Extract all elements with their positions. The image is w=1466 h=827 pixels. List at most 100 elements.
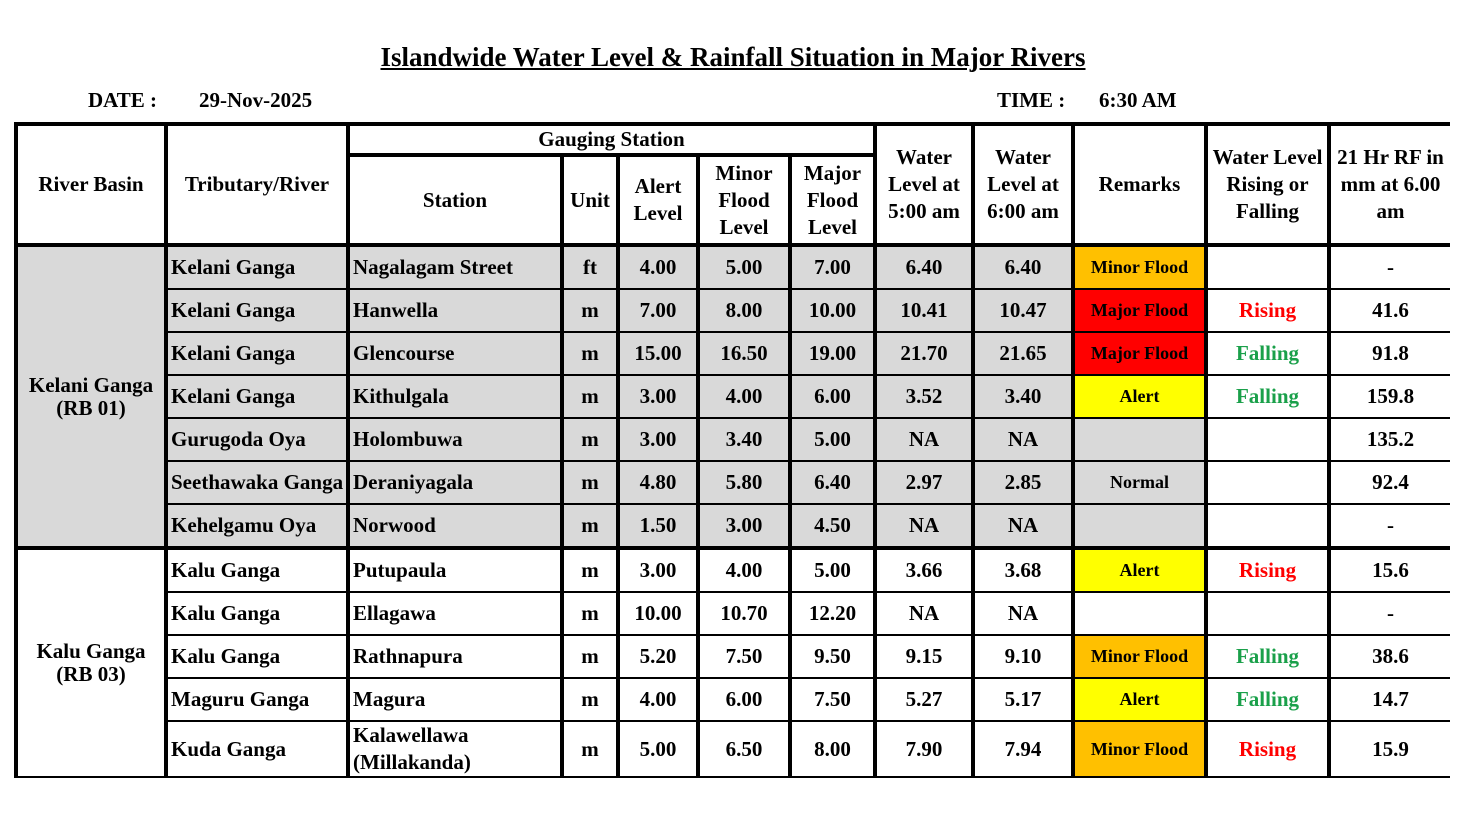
water-level-6am-cell: 10.47: [971, 288, 1074, 333]
page-title: Islandwide Water Level & Rainfall Situat…: [380, 42, 1086, 72]
alert-level-cell: 4.00: [616, 677, 699, 722]
tributary-cell: Kuda Ganga: [165, 720, 350, 778]
rainfall-cell: -: [1327, 591, 1450, 636]
time-value: 6:30 AM: [1099, 88, 1177, 112]
tributary-cell: Kalu Ganga: [165, 591, 350, 636]
rainfall-cell: 135.2: [1327, 417, 1450, 462]
water-level-6am-cell: 2.85: [971, 460, 1074, 505]
remarks-cell: Normal: [1071, 460, 1207, 505]
alert-level-cell: 4.80: [616, 460, 699, 505]
header-rf: 21 Hr RF in mm at 6.00 am: [1327, 123, 1450, 246]
remarks-cell: Alert: [1071, 677, 1207, 722]
major-flood-level-cell: 4.50: [788, 503, 876, 549]
unit-cell: m: [561, 720, 619, 778]
water-level-6am-cell: NA: [971, 591, 1074, 636]
alert-level-cell: 3.00: [616, 417, 699, 462]
rainfall-value: -: [1387, 601, 1394, 625]
minor-flood-level-cell: 5.00: [696, 244, 791, 290]
rainfall-cell: -: [1327, 244, 1450, 290]
rainfall-cell: 159.8: [1327, 374, 1450, 419]
station-cell: Kithulgala: [347, 374, 564, 419]
major-flood-level-cell: 6.00: [788, 374, 876, 419]
remarks-cell: [1071, 503, 1207, 549]
river-basin-code: (RB 03): [56, 662, 126, 686]
rainfall-value: 15.6: [1372, 558, 1409, 582]
table-row: Kelani Ganga Glencourse m 15.00 16.50 19.00 21…: [16, 331, 1450, 376]
water-level-5am-cell: 7.90: [873, 720, 974, 778]
major-flood-level-cell: 8.00: [788, 720, 876, 778]
trend-cell: Falling: [1204, 634, 1330, 679]
tributary-cell: Kalu Ganga: [165, 546, 350, 593]
tributary-cell: Kelani Ganga: [165, 374, 350, 419]
water-level-6am-cell: 3.68: [971, 546, 1074, 593]
minor-flood-level-cell: 4.00: [696, 546, 791, 593]
trend-cell: [1204, 244, 1330, 290]
alert-level-cell: 10.00: [616, 591, 699, 636]
table-row: Kalu Ganga (RB 03) Kalu Ganga Putupaula m 3.0…: [15, 546, 1450, 778]
table-row: Kalu Ganga Rathnapura m 5.20 7.50 9.50 9.15 9.1…: [16, 634, 1450, 679]
rainfall-value: 41.6: [1372, 298, 1409, 322]
header-remarks: Remarks: [1071, 123, 1207, 246]
station-cell: Glencourse: [347, 331, 564, 376]
unit-cell: m: [561, 677, 619, 722]
rainfall-value: 92.4: [1372, 470, 1409, 494]
trend-cell: Rising: [1204, 720, 1330, 778]
minor-flood-level-cell: 3.40: [696, 417, 791, 462]
rainfall-value: 15.9: [1372, 736, 1409, 761]
trend-cell: Rising: [1204, 288, 1330, 333]
station-cell: Kalawellawa (Millakanda): [347, 720, 564, 778]
minor-flood-level-cell: 6.50: [696, 720, 791, 778]
trend-cell: Falling: [1204, 677, 1330, 722]
header-tributary: Tributary/River: [165, 123, 350, 246]
station-cell: Norwood: [347, 503, 564, 549]
water-level-5am-cell: 10.41: [873, 288, 974, 333]
major-flood-level-cell: 7.50: [788, 677, 876, 722]
unit-cell: m: [561, 417, 619, 462]
rainfall-value: 159.8: [1366, 384, 1415, 408]
tributary-cell: Kelani Ganga: [165, 288, 350, 333]
river-basin-name: Kalu Ganga: [36, 639, 146, 663]
header-gauging-station: Gauging Station: [347, 123, 876, 157]
remarks-cell: [1071, 591, 1207, 636]
alert-level-cell: 5.00: [616, 720, 699, 778]
river-basin-cell: Kelani Ganga (RB 01): [15, 244, 168, 549]
major-flood-level-cell: 5.00: [788, 417, 876, 462]
trend-cell: [1204, 591, 1330, 636]
station-cell: Deraniyagala: [347, 460, 564, 505]
date-value: 29-Nov-2025: [199, 88, 313, 112]
station-cell: Nagalagam Street: [347, 244, 564, 290]
table-row: Seethawaka Ganga Deraniyagala m 4.80 5.80 6.4…: [16, 460, 1450, 505]
remarks-cell: Minor Flood: [1071, 634, 1207, 679]
minor-flood-level-cell: 3.00: [696, 503, 791, 549]
table-row: Kelani Ganga Kithulgala m 3.00 4.00 6.00 3.52 3…: [16, 374, 1450, 419]
alert-level-cell: 4.00: [616, 244, 699, 290]
unit-cell: m: [561, 591, 619, 636]
water-level-5am-cell: 3.52: [873, 374, 974, 419]
water-level-table: River Basin Tributary/River Gauging Stat…: [14, 122, 1450, 778]
station-cell: Rathnapura: [347, 634, 564, 679]
tributary-cell: Kelani Ganga: [165, 244, 350, 290]
water-level-6am-cell: 3.40: [971, 374, 1074, 419]
trend-cell: [1204, 503, 1330, 549]
rainfall-cell: 15.9: [1327, 720, 1450, 778]
unit-cell: m: [561, 374, 619, 419]
station-cell: Putupaula: [347, 546, 564, 593]
remarks-cell: Alert: [1071, 374, 1207, 419]
remarks-cell: Alert: [1071, 546, 1207, 593]
water-level-6am-cell: 9.10: [971, 634, 1074, 679]
water-level-5am-cell: 3.66: [873, 546, 974, 593]
water-level-5am-cell: 6.40: [873, 244, 974, 290]
major-flood-level-cell: 10.00: [788, 288, 876, 333]
header-station: Station: [347, 154, 564, 246]
trend-cell: Rising: [1204, 546, 1330, 593]
remarks-cell: [1071, 417, 1207, 462]
rainfall-cell: 92.4: [1327, 460, 1450, 505]
trend-cell: [1204, 460, 1330, 505]
minor-flood-level-cell: 7.50: [696, 634, 791, 679]
table-row: Kalu Ganga Ellagawa m 10.00 10.70 12.20 NA NA -: [16, 591, 1450, 636]
alert-level-cell: 15.00: [616, 331, 699, 376]
tributary-cell: Kalu Ganga: [165, 634, 350, 679]
header-alert: Alert Level: [616, 154, 699, 246]
tributary-cell: Gurugoda Oya: [165, 417, 350, 462]
rainfall-cell: 15.6: [1327, 546, 1450, 593]
